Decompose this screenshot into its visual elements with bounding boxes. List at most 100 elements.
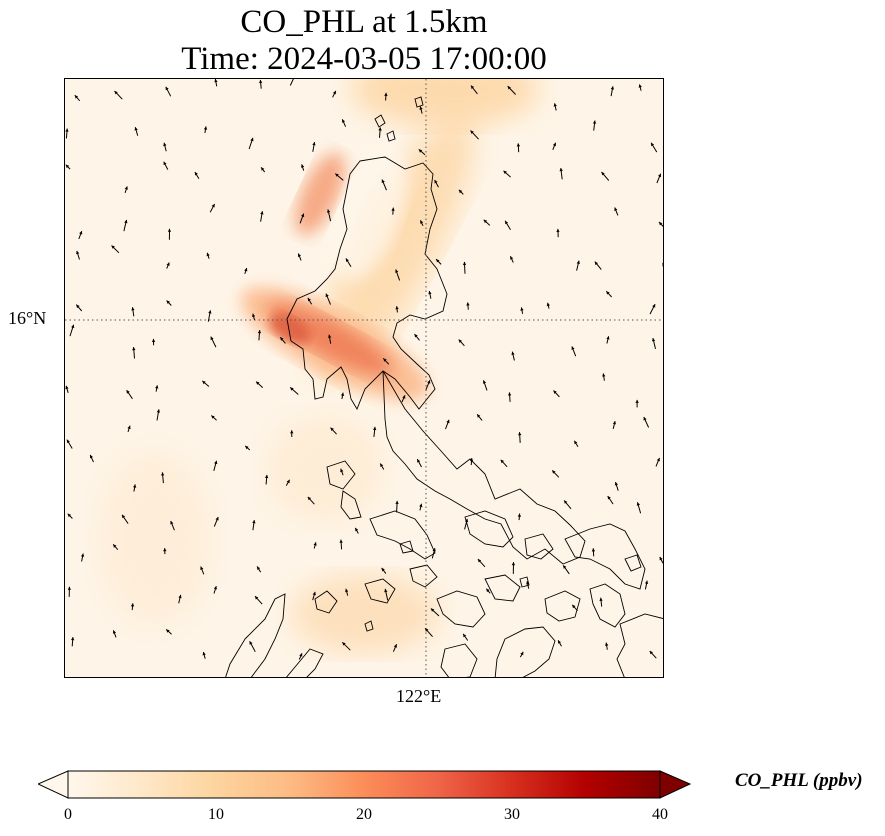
latitude-label: 16°N — [8, 308, 47, 328]
colorbar-tick: 10 — [208, 806, 224, 823]
wind-arrow-head — [215, 517, 219, 521]
wind-arrow-head — [80, 553, 85, 557]
wind-arrow-head — [391, 207, 395, 211]
wind-arrow-head — [325, 293, 329, 298]
wind-arrow-head — [643, 417, 647, 421]
wind-arrow-head — [510, 256, 514, 260]
wind-arrow-head — [76, 250, 80, 255]
wind-arrow-head — [635, 399, 639, 403]
wind-arrow-head — [393, 644, 397, 648]
wind-arrow-head — [255, 596, 259, 600]
wind-arrow-head — [113, 544, 117, 548]
wind-arrow-head — [517, 513, 522, 517]
colorbar-gradient — [67, 770, 661, 799]
wind-arrow-head — [213, 586, 217, 590]
wind-arrow-head — [591, 548, 596, 552]
wind-arrow-head — [79, 231, 83, 235]
wind-arrow-head — [520, 307, 524, 311]
wind-arrow-head — [425, 628, 429, 632]
wind-arrow-head — [167, 228, 172, 232]
wind-arrow-head — [656, 457, 660, 462]
wind-arrow-head — [250, 137, 254, 142]
wind-arrow-head — [124, 219, 128, 224]
wind-arrow-head — [163, 161, 167, 166]
wind-arrow-head — [127, 425, 131, 430]
wind-arrow-head — [67, 586, 72, 590]
wind-arrow-head — [214, 79, 218, 83]
wind-arrow-head — [312, 591, 316, 596]
wind-arrow-head — [559, 168, 563, 172]
wind-arrow-head — [256, 381, 260, 385]
wind-arrow-head — [518, 432, 522, 436]
colorbar-tick: 30 — [504, 806, 520, 823]
wind-arrow-head — [636, 502, 640, 506]
wind-arrow-head — [178, 594, 182, 599]
wind-arrow-head — [507, 86, 511, 90]
wind-arrow-head — [342, 119, 346, 123]
wind-arrow-head — [526, 581, 530, 585]
wind-arrow-head — [313, 542, 317, 546]
wind-arrow-head — [132, 347, 136, 351]
wind-arrow-head — [463, 633, 467, 638]
wind-arrow-head — [419, 106, 423, 110]
wind-arrow-head — [134, 127, 138, 131]
wind-arrow-head — [249, 641, 253, 645]
wind-arrow-head — [477, 414, 481, 418]
wind-arrow-head — [126, 390, 130, 394]
wind-arrow-head — [606, 291, 610, 295]
wind-arrow-head — [511, 562, 516, 566]
wind-arrow-head — [301, 213, 305, 218]
wind-arrow-head — [244, 268, 248, 272]
wind-arrow-head — [652, 338, 656, 342]
wind-arrow-head — [312, 142, 316, 146]
wind-arrow-head — [644, 580, 649, 584]
plot-title-line1: CO_PHL at 1.5km — [240, 4, 488, 40]
wind-arrow-head — [546, 302, 550, 307]
wind-arrow-head — [156, 409, 160, 413]
wind-arrow-head — [384, 588, 388, 593]
wind-arrow-head — [486, 588, 490, 593]
colorbar-tick: 0 — [64, 806, 72, 823]
longitude-label: 122°E — [396, 686, 442, 706]
wind-arrow-head — [552, 470, 556, 474]
wind-arrow-head — [508, 392, 512, 396]
wind-arrow-head — [383, 358, 387, 362]
wind-arrow-head — [210, 336, 214, 341]
wind-arrow-head — [378, 127, 382, 131]
wind-arrow-head — [166, 629, 170, 633]
colorbar-tick: 40 — [652, 806, 668, 823]
wind-arrow-head — [430, 608, 435, 612]
wind-arrow-head — [602, 373, 606, 377]
wind-arrow-head — [65, 128, 69, 132]
wind-arrow-head — [576, 260, 580, 264]
plot-title-line2: Time: 2024-03-05 17:00:00 — [181, 41, 547, 77]
wind-arrow-head — [165, 86, 169, 91]
wind-arrow-head — [151, 338, 156, 342]
wind-arrow-head — [345, 258, 349, 262]
wind-arrow-head — [500, 459, 504, 464]
wind-arrow-head — [571, 346, 575, 350]
wind-arrow-head — [417, 459, 421, 463]
wind-arrow-head — [419, 503, 423, 508]
wind-arrow-head — [414, 334, 418, 338]
wind-arrow-head — [553, 103, 557, 107]
wind-arrow-head — [483, 219, 488, 224]
wind-arrow-head — [558, 640, 561, 644]
wind-arrow-head — [556, 228, 560, 232]
wind-arrow-head — [290, 430, 294, 434]
wind-arrow-head — [299, 653, 303, 657]
wind-arrow-head — [470, 85, 475, 89]
wind-arrow-head — [252, 313, 256, 317]
wind-arrow-head — [658, 173, 662, 178]
wind-arrow-head — [332, 90, 336, 95]
wind-arrow-head — [252, 520, 256, 524]
colorbar — [38, 770, 692, 799]
wind-arrow-head — [327, 209, 331, 213]
wind-arrow-head — [651, 142, 655, 147]
wind-arrow-head — [464, 518, 469, 523]
wind-arrow-head — [335, 173, 339, 177]
wind-arrow-head — [516, 143, 521, 147]
wind-arrow-head — [395, 269, 399, 273]
wind-arrow-head — [122, 514, 126, 519]
wind-arrow-head — [65, 385, 69, 390]
